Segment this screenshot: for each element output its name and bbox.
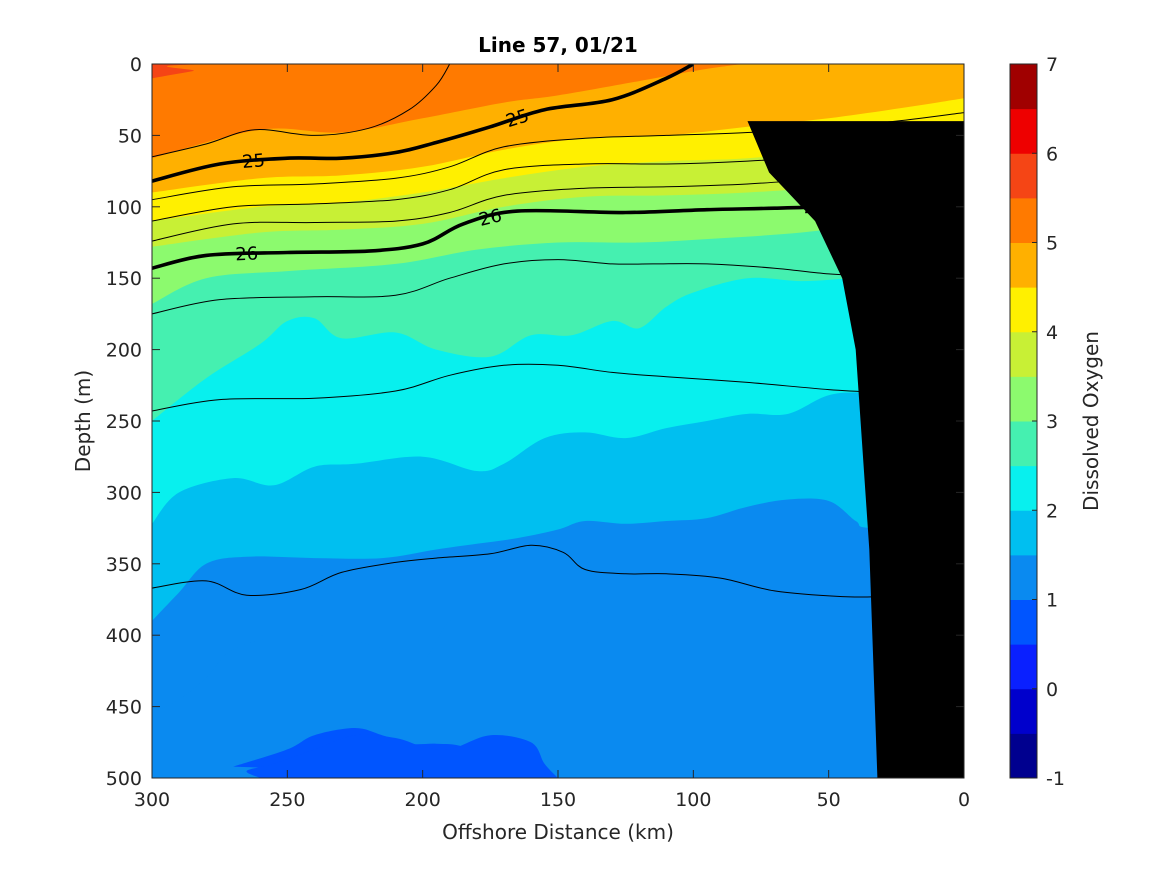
contour-band-1 [246, 734, 558, 778]
chart-title: Line 57, 01/21 [478, 33, 638, 57]
y-axis-label: Depth (m) [71, 370, 95, 472]
density-contour-line [152, 363, 883, 412]
colorbar-tick-label: 1 [1046, 590, 1058, 612]
y-tick-label: 250 [106, 411, 142, 433]
contour-label: 26 [477, 205, 504, 231]
x-tick-label: 300 [134, 789, 170, 811]
colorbar-segment [1010, 108, 1037, 154]
colorbar-segment [1010, 64, 1037, 110]
colorbar-tick-label: 6 [1046, 143, 1058, 165]
colorbar-axis: 7 6 5 4 3 2 1 0 -1 [1032, 54, 1065, 790]
x-tick-label: 50 [817, 789, 841, 811]
colorbar-tick-label: 2 [1046, 500, 1058, 522]
colorbar-tick-label: -1 [1046, 768, 1065, 790]
colorbar-segment [1010, 421, 1037, 467]
contour-label: 26 [235, 244, 259, 266]
colorbar-segment [1010, 465, 1037, 511]
x-tick-label: 150 [540, 789, 576, 811]
colorbar-tick-label: 4 [1046, 322, 1058, 344]
colorbar-segment [1010, 242, 1037, 288]
colorbar [1010, 64, 1037, 779]
contour-label: 25 [241, 150, 266, 173]
density-contour-line [152, 64, 451, 158]
colorbar-label: Dissolved Oxygen [1079, 331, 1103, 511]
colorbar-tick-label: 3 [1046, 411, 1058, 433]
colorbar-segment [1010, 554, 1037, 600]
colorbar-segment [1010, 733, 1037, 779]
y-tick-label: 100 [106, 197, 142, 219]
x-axis-label: Offshore Distance (km) [442, 820, 674, 844]
y-tick-label: 150 [106, 268, 142, 290]
colorbar-tick-label: 5 [1046, 233, 1058, 255]
colorbar-tick-label: 0 [1046, 679, 1058, 701]
y-axis: 0 50 100 150 200 250 300 350 400 450 500 [106, 54, 964, 790]
contour-label: 26 [803, 196, 827, 218]
contour-band-11 [152, 64, 234, 79]
colorbar-segment [1010, 331, 1037, 377]
y-tick-label: 200 [106, 340, 142, 362]
colorbar-segment [1010, 599, 1037, 645]
x-tick-label: 200 [405, 789, 441, 811]
density-contour-line [152, 64, 695, 183]
y-tick-label: 50 [118, 125, 142, 147]
colorbar-segment [1010, 197, 1037, 243]
land-mask [747, 121, 964, 778]
density-contour-line [152, 259, 883, 315]
colorbar-segment [1010, 644, 1037, 690]
colorbar-segment [1010, 688, 1037, 734]
x-tick-label: 100 [675, 789, 711, 811]
colorbar-segment [1010, 153, 1037, 199]
contour-band-10 [152, 64, 775, 159]
x-tick-label: 250 [269, 789, 305, 811]
colorbar-tick-label: 7 [1046, 54, 1058, 76]
y-tick-label: 300 [106, 482, 142, 504]
y-tick-label: 0 [130, 54, 142, 76]
colorbar-segment [1010, 376, 1037, 422]
x-axis: 300 250 200 150 100 50 0 [134, 64, 970, 811]
colorbar-segment [1010, 510, 1037, 556]
y-tick-label: 400 [106, 625, 142, 647]
x-tick-label: 0 [958, 789, 970, 811]
plot-area [152, 64, 964, 778]
y-tick-label: 500 [106, 768, 142, 790]
y-tick-label: 450 [106, 697, 142, 719]
y-tick-label: 350 [106, 554, 142, 576]
density-contour-line [152, 544, 883, 598]
colorbar-segment [1010, 287, 1037, 333]
